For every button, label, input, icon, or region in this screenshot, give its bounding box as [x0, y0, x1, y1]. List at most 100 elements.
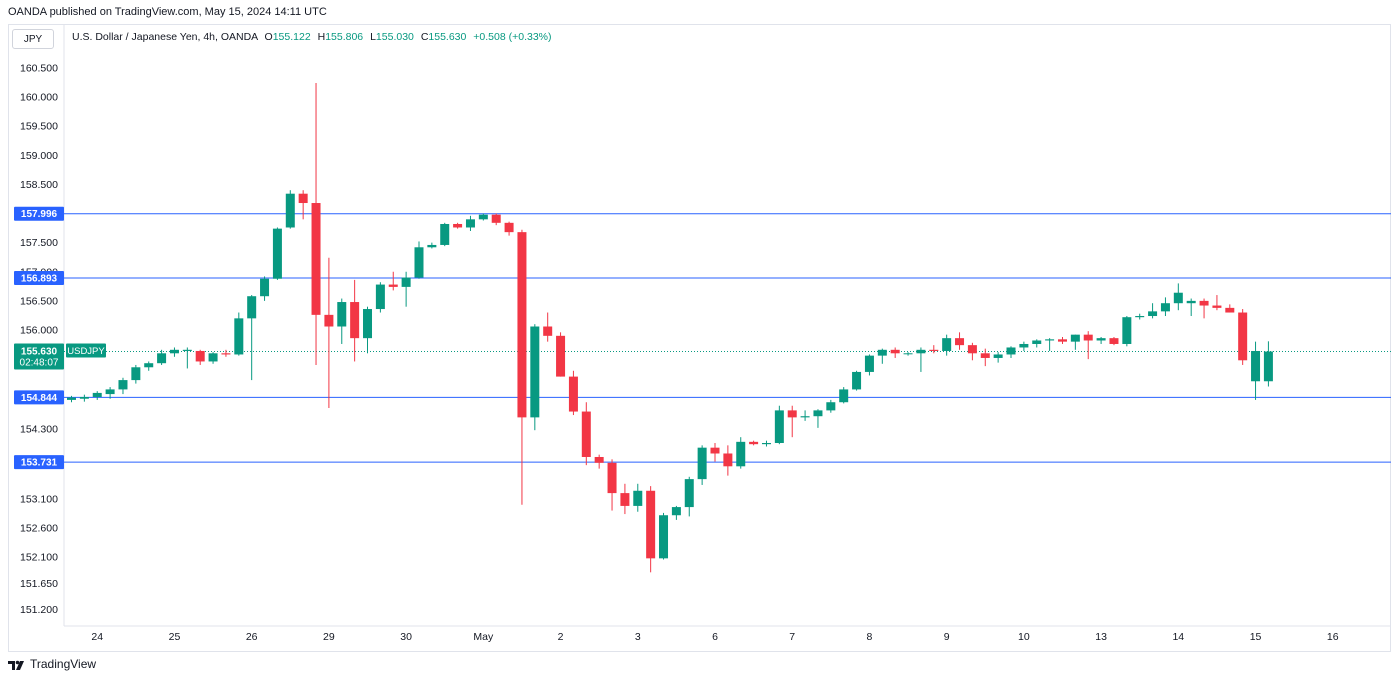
level-tag: [14, 206, 64, 221]
legend-high-label: H: [317, 31, 326, 43]
legend-title: U.S. Dollar / Japanese Yen, 4h, OANDA: [72, 31, 258, 43]
y-tick-label: 159.000: [20, 150, 58, 162]
candle-body: [749, 441, 759, 445]
candle-body: [465, 219, 475, 228]
level-tag: [14, 390, 64, 405]
candle-body: [1160, 303, 1170, 312]
candle-body: [916, 349, 926, 354]
candle-body: [671, 507, 681, 516]
footer-brand[interactable]: TradingView: [8, 657, 96, 671]
candle-body: [967, 345, 977, 354]
y-tick-label: 156.000: [20, 325, 58, 337]
candle-body: [710, 447, 720, 454]
candle-body: [993, 354, 1003, 358]
level-tag-label: 156.893: [21, 273, 58, 284]
candle-body: [131, 367, 141, 381]
published-note: OANDA published on TradingView.com, May …: [8, 6, 327, 18]
candle-body: [1057, 339, 1067, 342]
y-tick-label: 154.300: [20, 424, 58, 436]
candle-body: [285, 193, 295, 228]
currency-unit-button[interactable]: JPY: [12, 29, 54, 49]
legend-high: 155.806: [325, 31, 364, 43]
candle-body: [195, 350, 205, 362]
candle-body: [1070, 334, 1080, 342]
legend-close: 155.630: [428, 31, 467, 43]
candle-body: [1096, 338, 1106, 341]
candle-body: [182, 349, 192, 351]
candle-body: [568, 376, 578, 412]
candle-body: [491, 214, 501, 223]
x-tick-label: 3: [635, 631, 641, 643]
tradingview-logo-icon: [8, 657, 26, 671]
candle-body: [813, 410, 823, 417]
x-tick-label: 26: [246, 631, 258, 643]
candle-body: [1109, 338, 1119, 344]
y-tick-label: 151.650: [20, 578, 58, 590]
legend-low-label: L: [370, 31, 376, 43]
candle-body: [1173, 292, 1183, 304]
candle-body: [787, 410, 797, 418]
x-tick-label: 30: [400, 631, 412, 643]
candle-body: [659, 515, 669, 559]
candle-body: [350, 302, 360, 339]
candle-body: [324, 314, 334, 327]
candle-body: [1083, 334, 1093, 341]
y-tick-label: 158.500: [20, 179, 58, 191]
candle-body: [298, 193, 308, 204]
x-tick-label: 15: [1250, 631, 1262, 643]
y-tick-label: 160.500: [20, 62, 58, 74]
candle-body: [67, 397, 76, 400]
x-tick-label: 7: [789, 631, 795, 643]
legend-close-label: C: [420, 31, 429, 43]
candle-body: [980, 353, 990, 358]
x-tick-label: 13: [1095, 631, 1107, 643]
y-tick-label: 159.500: [20, 121, 58, 133]
candle-body: [1238, 312, 1248, 361]
current-price-tag: [14, 343, 64, 370]
candle-body: [414, 247, 424, 278]
candle-body: [877, 349, 887, 356]
candle-body: [826, 402, 836, 411]
candle-body: [427, 244, 437, 248]
candle-body: [234, 318, 244, 355]
candle-body: [247, 296, 257, 319]
candle-body: [620, 493, 630, 506]
level-tag-label: 153.731: [21, 458, 58, 469]
legend-low: 155.030: [375, 31, 414, 43]
candle-body: [363, 309, 373, 339]
candle-body: [1045, 339, 1055, 341]
candle-body: [118, 380, 128, 390]
candle-body: [852, 371, 862, 390]
y-tick-label: 160.000: [20, 92, 58, 104]
candle-body: [697, 447, 707, 480]
candle-body: [1032, 340, 1042, 344]
legend-open: 155.122: [272, 31, 311, 43]
candle-body: [581, 411, 591, 457]
candle-body: [890, 349, 900, 354]
candle-body: [736, 441, 746, 467]
candle-body: [221, 353, 231, 355]
candle-body: [272, 228, 282, 279]
candle-body: [556, 335, 566, 377]
y-tick-label: 153.100: [20, 493, 58, 505]
x-tick-label: May: [473, 631, 494, 643]
candle-body: [839, 389, 849, 403]
candle-body: [594, 456, 604, 463]
candle-body: [1225, 307, 1235, 313]
candle-body: [517, 232, 527, 418]
candle-body: [157, 353, 167, 364]
candle-body: [1122, 317, 1132, 344]
candle-body: [1199, 300, 1209, 306]
y-tick-label: 152.100: [20, 552, 58, 564]
candle-body: [942, 338, 952, 351]
candle-body: [684, 479, 694, 508]
candle-body: [453, 223, 463, 228]
candle-body: [646, 490, 656, 559]
candle-body: [1019, 343, 1029, 348]
candle-body: [92, 392, 102, 397]
candle-body: [260, 278, 270, 297]
y-tick-label: 156.500: [20, 295, 58, 307]
symbol-tag: [66, 343, 106, 358]
level-tag: [14, 455, 64, 470]
